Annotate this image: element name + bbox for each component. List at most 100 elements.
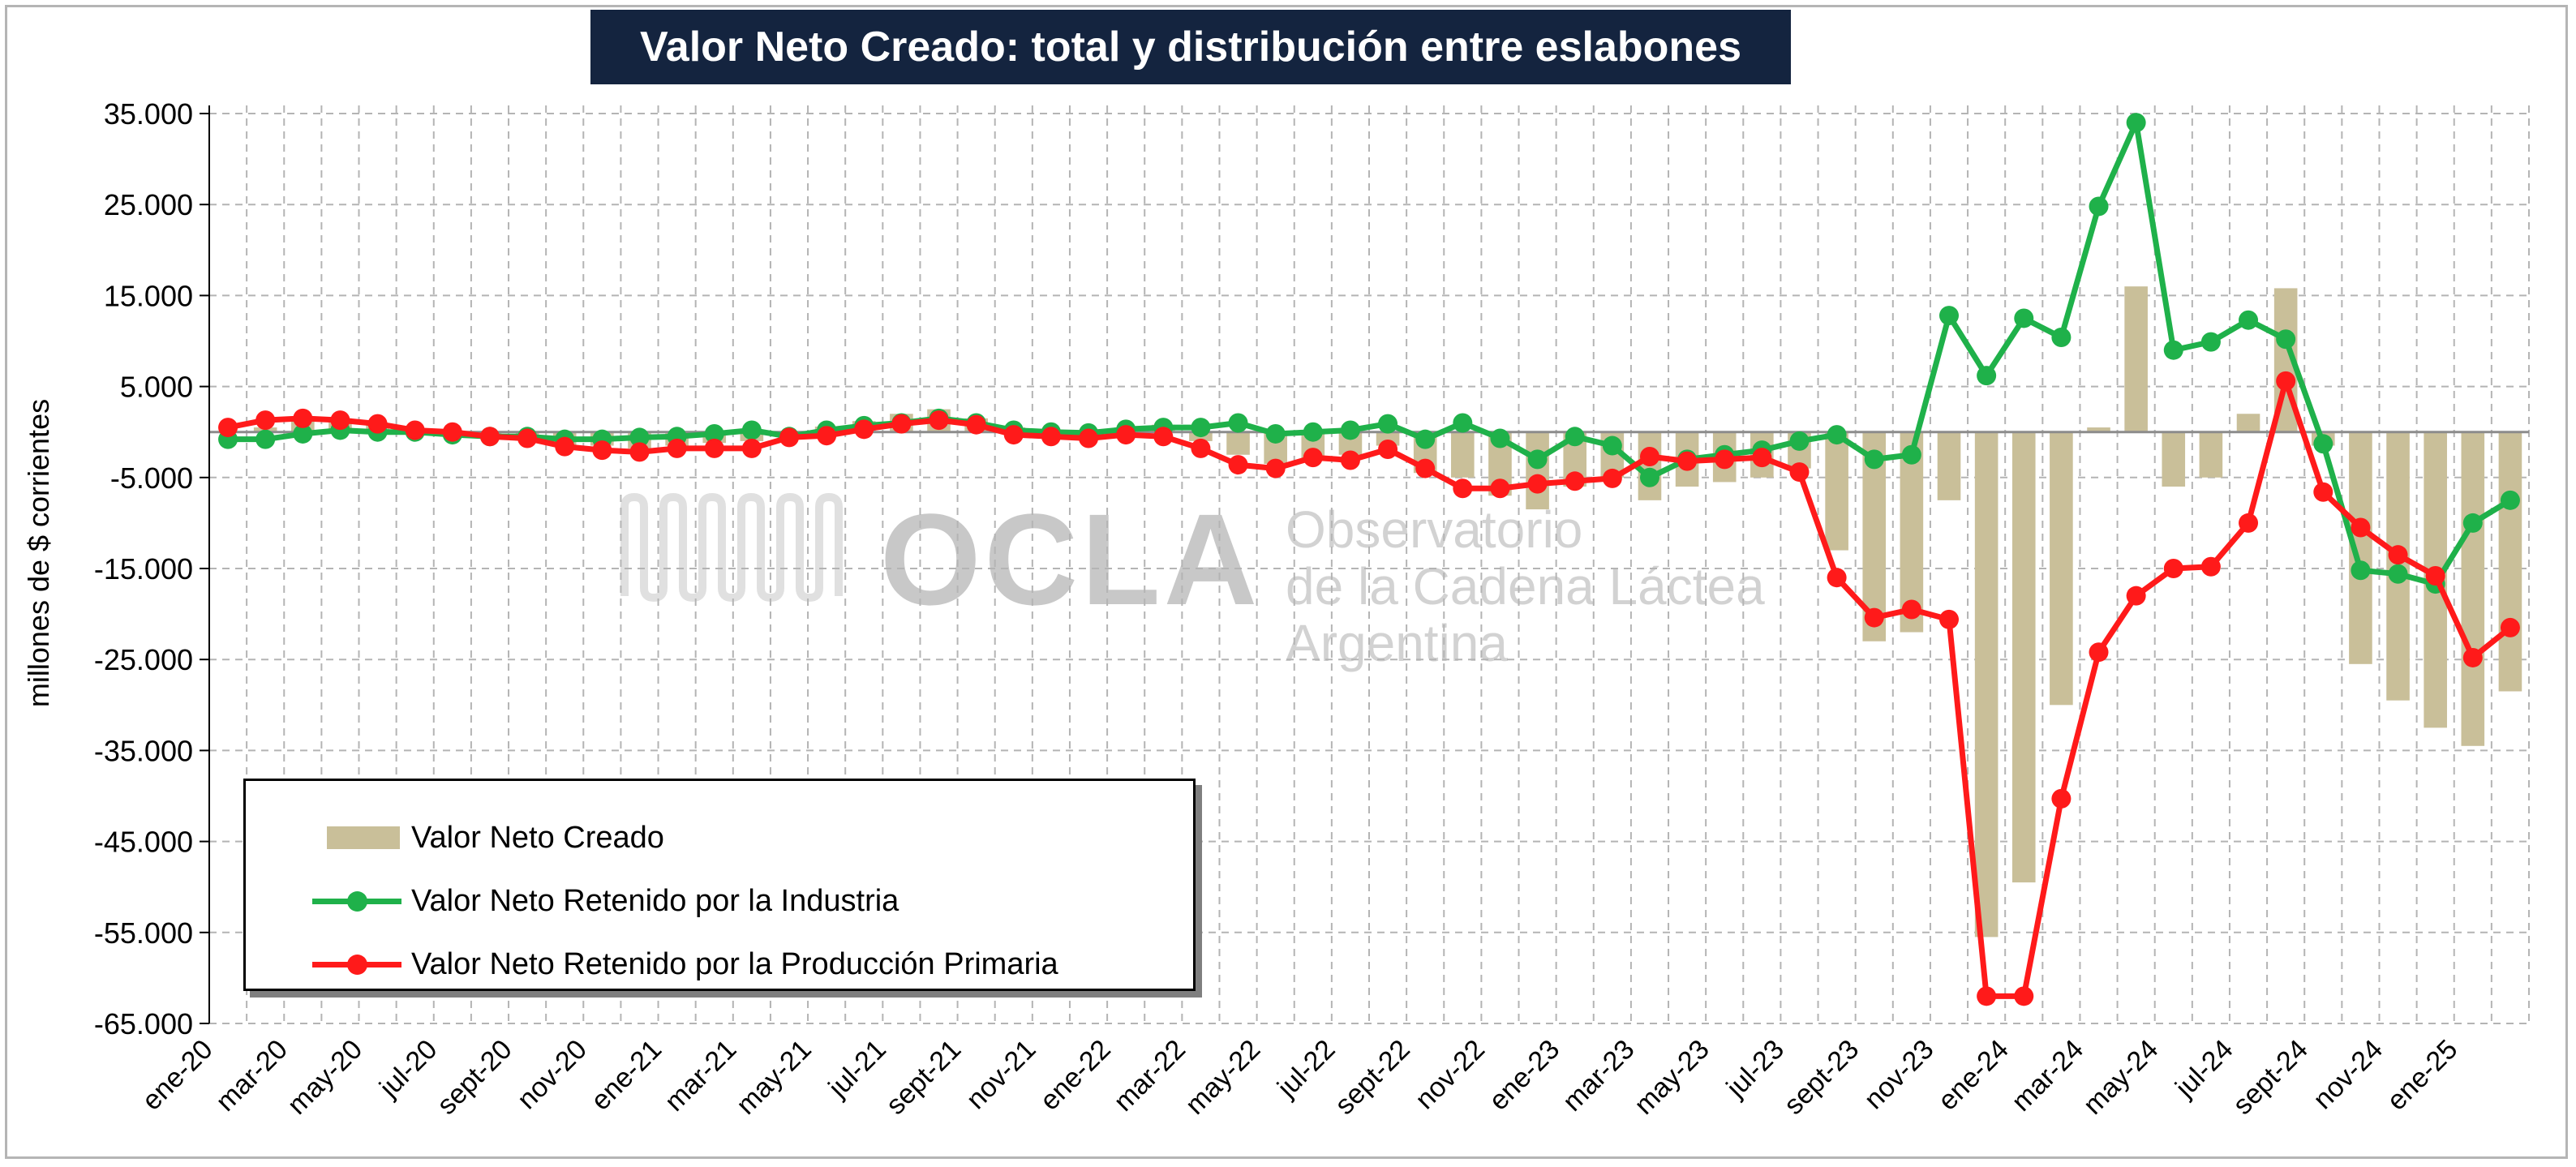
line-industria-point	[1864, 449, 1884, 470]
line-produccion-primaria-point	[1752, 448, 1772, 468]
x-tick-label: may-23	[1629, 1034, 1715, 1121]
legend-item-bar: Valor Neto Creado	[246, 813, 664, 862]
line-produccion-primaria-point	[1527, 474, 1548, 494]
legend-item-primaria: Valor Neto Retenido por la Producción Pr…	[246, 940, 1058, 989]
line-produccion-primaria-point	[1191, 438, 1211, 458]
x-tick-label: nov-24	[2308, 1034, 2389, 1115]
line-produccion-primaria-point	[817, 426, 837, 446]
watermark-logo-text: OCLA	[880, 487, 1261, 632]
x-tick-label: ene-21	[585, 1034, 668, 1117]
bar-valor-neto-creado	[2461, 431, 2485, 746]
x-tick-label: sept-23	[1778, 1034, 1865, 1121]
x-tick-label: may-21	[731, 1034, 818, 1121]
chart-title: Valor Neto Creado: total y distribución …	[639, 24, 1742, 71]
x-tick-label: mar-23	[1557, 1034, 1641, 1118]
line-produccion-primaria-point	[1303, 448, 1323, 468]
line-produccion-primaria-point	[1715, 449, 1735, 470]
watermark-line-1: Observatorio	[1286, 500, 1583, 559]
line-industria-point	[293, 423, 313, 444]
line-produccion-primaria-point	[1116, 425, 1136, 445]
line-produccion-primaria-point	[2351, 517, 2371, 538]
x-tick-label: jul-24	[2169, 1034, 2239, 1104]
line-produccion-primaria-point	[1789, 462, 1810, 483]
line-produccion-primaria-point	[1939, 609, 1959, 629]
line-produccion-primaria-point	[1977, 986, 1997, 1006]
x-tick-label: mar-21	[659, 1034, 742, 1118]
line-produccion-primaria-point	[2126, 586, 2146, 606]
x-tick-label: jul-21	[822, 1034, 892, 1104]
line-produccion-primaria-point	[1003, 425, 1024, 445]
x-tick-label: mar-22	[1108, 1034, 1191, 1118]
line-produccion-primaria-point	[891, 414, 912, 434]
y-tick-label: -45.000	[94, 826, 193, 859]
y-tick-label: -55.000	[94, 916, 193, 950]
line-produccion-primaria-point	[293, 408, 313, 428]
line-produccion-primaria-point	[2462, 647, 2483, 667]
line-produccion-primaria-point	[2500, 617, 2520, 637]
line-produccion-primaria-point	[2239, 513, 2259, 533]
line-produccion-primaria-point	[592, 440, 612, 461]
line-industria-point	[1639, 467, 1659, 487]
line-industria-point	[2351, 560, 2371, 581]
line-produccion-primaria-point	[1340, 450, 1360, 470]
line-produccion-primaria-point	[1041, 427, 1061, 447]
line-produccion-primaria-point	[667, 438, 687, 458]
line-industria-point	[255, 429, 276, 449]
line-produccion-primaria-point	[2051, 788, 2072, 809]
y-tick-label: 25.000	[104, 188, 193, 221]
line-produccion-primaria-point	[1602, 468, 1622, 488]
x-tick-label: sept-20	[431, 1034, 518, 1121]
y-tick-label: -5.000	[110, 461, 193, 495]
line-produccion-primaria-point	[2089, 642, 2109, 663]
line-produccion-primaria-point	[330, 410, 350, 431]
line-industria-point	[1602, 435, 1622, 456]
line-industria-point	[2276, 329, 2296, 350]
line-industria-point	[1527, 449, 1548, 470]
line-industria-point	[629, 427, 650, 448]
y-tick-label: -65.000	[94, 1007, 193, 1040]
x-tick-label: nov-22	[1410, 1034, 1491, 1115]
x-tick-label: ene-22	[1034, 1034, 1117, 1117]
line-produccion-primaria-point	[1490, 478, 1510, 499]
bar-valor-neto-creado	[2162, 431, 2186, 487]
bar-valor-neto-creado	[1825, 431, 1848, 551]
line-industria-point	[1939, 306, 1959, 326]
x-tick-label: mar-24	[2006, 1034, 2089, 1118]
x-tick-label: jul-22	[1271, 1034, 1341, 1104]
x-tick-label: ene-23	[1483, 1034, 1566, 1117]
line-industria-point	[1303, 422, 1323, 442]
line-industria-point	[741, 420, 762, 440]
line-industria-point	[1901, 444, 1921, 465]
legend-swatch-industria	[312, 889, 401, 913]
line-industria-point	[2163, 340, 2183, 360]
line-produccion-primaria-point	[1864, 607, 1884, 628]
line-produccion-primaria-point	[966, 414, 986, 435]
line-industria-point	[2126, 113, 2146, 133]
line-produccion-primaria-point	[367, 414, 388, 434]
line-produccion-primaria-point	[405, 420, 425, 440]
y-tick-label: 35.000	[104, 97, 193, 131]
chart-title-box: Valor Neto Creado: total y distribución …	[590, 10, 1791, 84]
line-industria-point	[1415, 429, 1436, 449]
line-industria-point	[704, 423, 724, 444]
line-industria-point	[2388, 564, 2408, 584]
line-produccion-primaria-point	[1153, 427, 1174, 447]
line-produccion-primaria-point	[1827, 568, 1847, 588]
line-produccion-primaria-point	[1639, 446, 1659, 466]
y-tick-label: 15.000	[104, 279, 193, 312]
line-produccion-primaria-point	[629, 442, 650, 462]
legend-swatch-primaria	[312, 952, 401, 976]
line-produccion-primaria-point	[854, 419, 874, 440]
x-tick-label: sept-24	[2227, 1034, 2314, 1121]
bar-valor-neto-creado	[2498, 431, 2522, 692]
line-produccion-primaria-point	[1565, 471, 1585, 491]
legend-label-industria: Valor Neto Retenido por la Industria	[411, 883, 899, 918]
line-industria-point	[1565, 427, 1585, 447]
line-industria-point	[2239, 310, 2259, 330]
bar-valor-neto-creado	[1526, 431, 1549, 510]
line-industria-point	[1453, 413, 1473, 433]
line-industria-point	[2500, 490, 2520, 510]
legend-item-industria: Valor Neto Retenido por la Industria	[246, 877, 899, 925]
line-produccion-primaria-point	[2200, 556, 2221, 577]
x-tick-label: nov-23	[1858, 1034, 1939, 1115]
